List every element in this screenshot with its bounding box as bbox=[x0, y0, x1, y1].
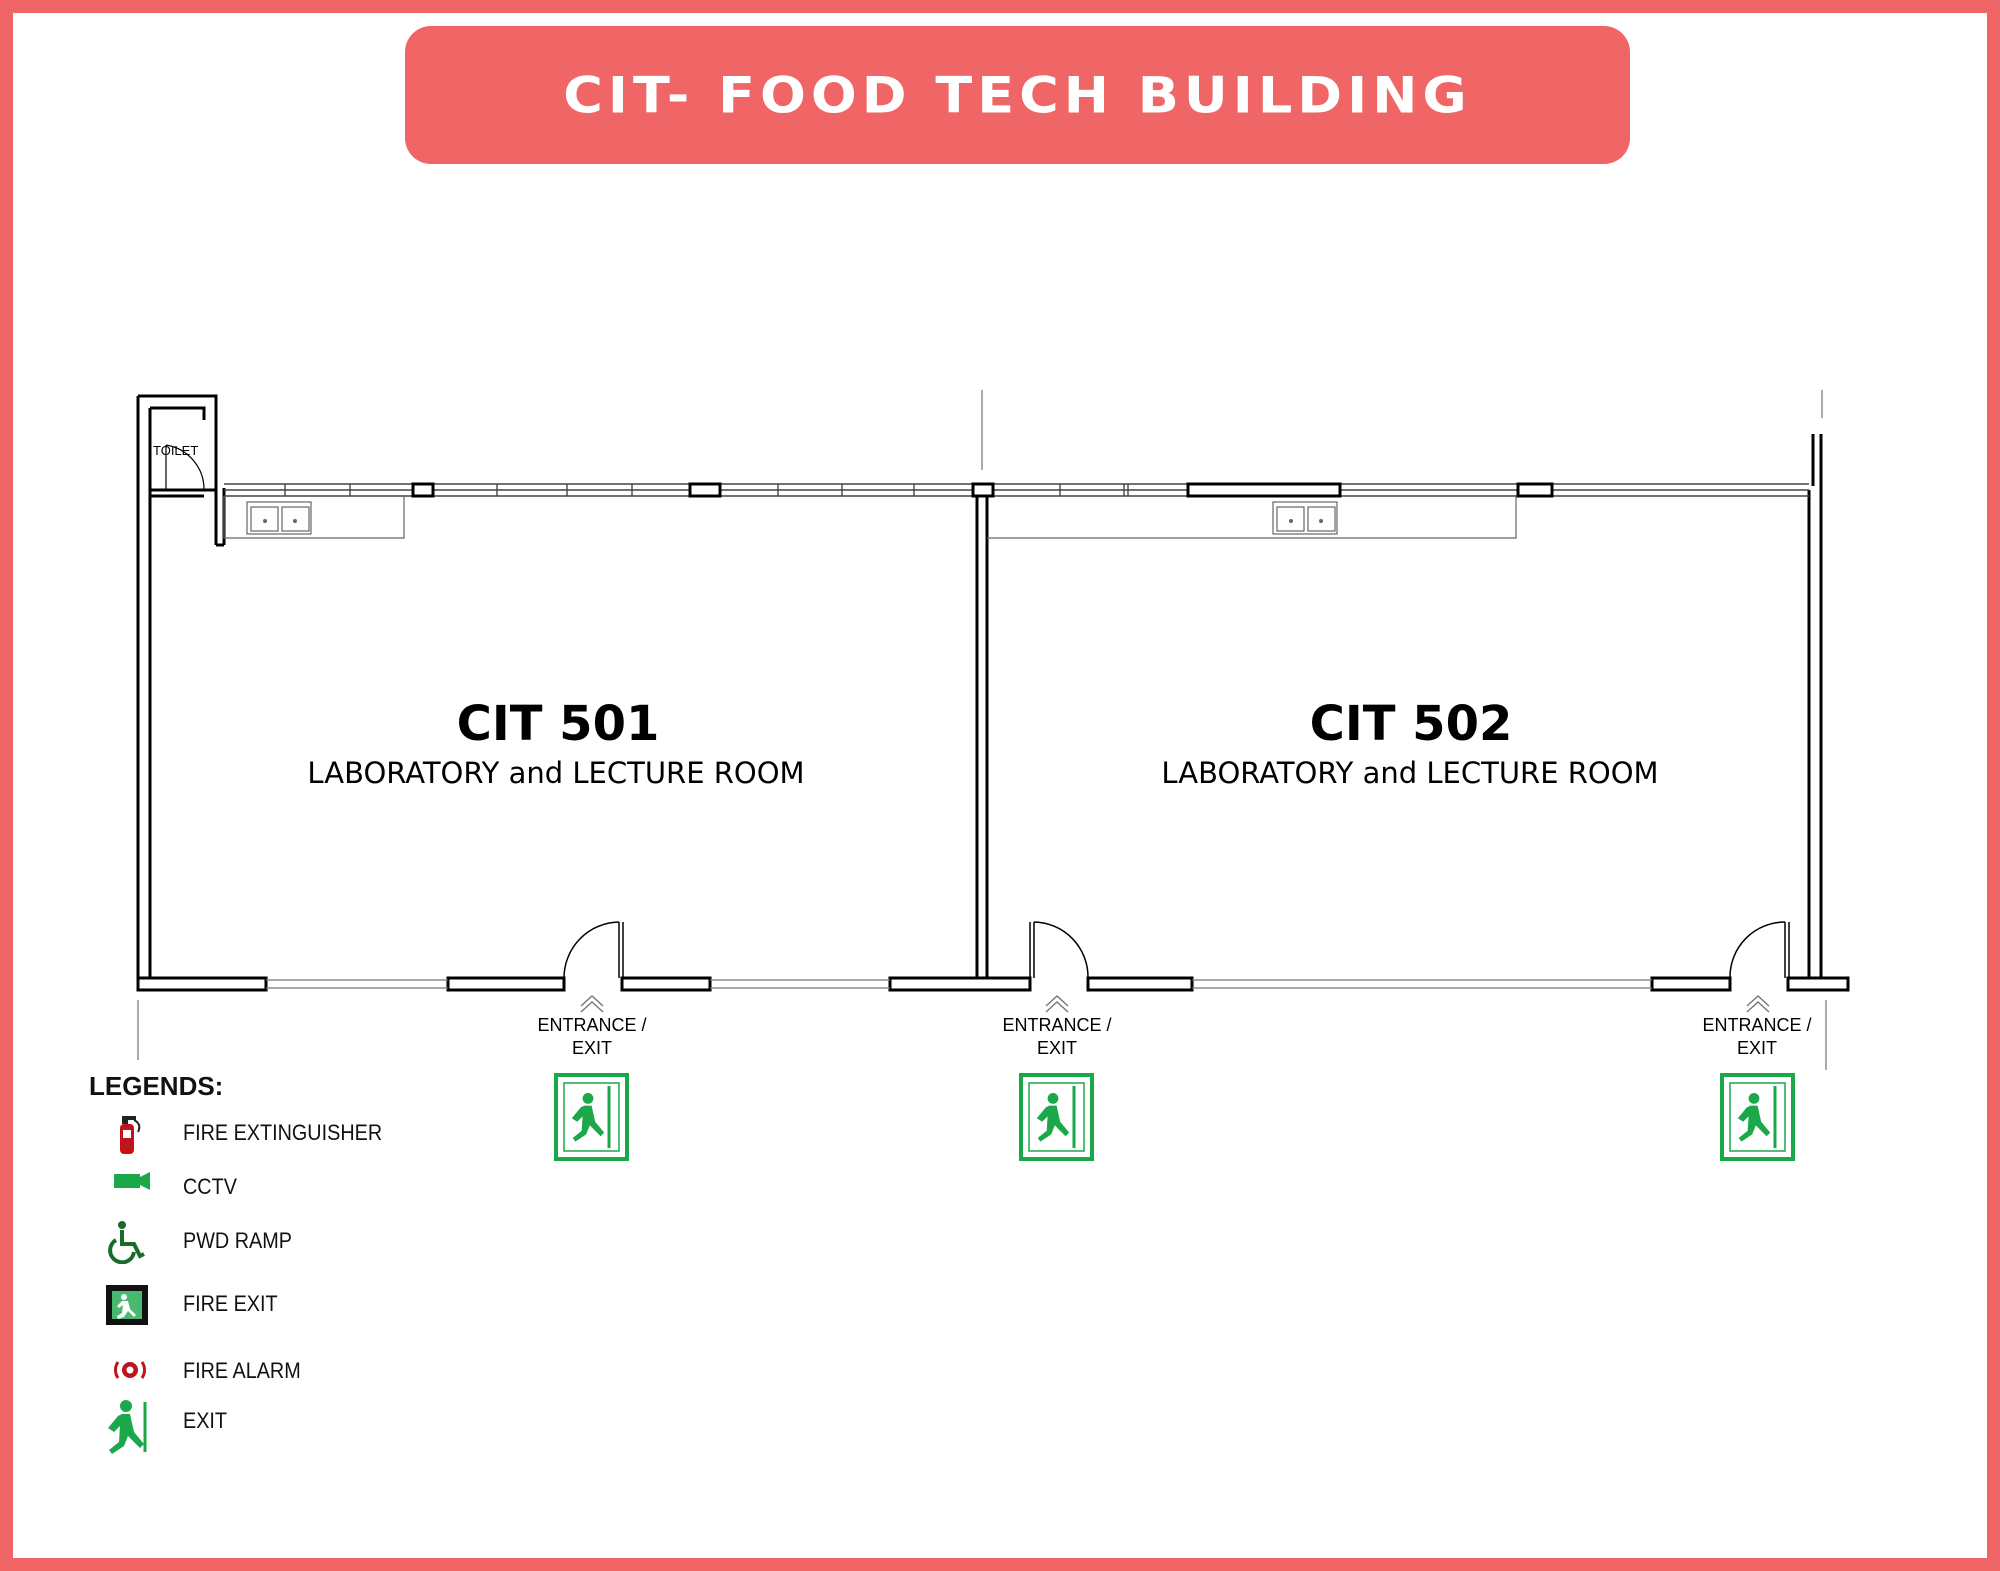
legend-label: CCTV bbox=[183, 1174, 237, 1199]
entrance-label: ENTRANCE / bbox=[537, 1015, 646, 1035]
exit-sign-icon bbox=[554, 1073, 629, 1161]
entrance-label: EXIT bbox=[1037, 1038, 1077, 1058]
legend-label: FIRE ALARM bbox=[183, 1358, 301, 1383]
page-title: CIT- FOOD TECH BUILDING bbox=[563, 66, 1472, 124]
entrance-label: EXIT bbox=[1737, 1038, 1777, 1058]
fire-extinguisher-icon bbox=[120, 1116, 141, 1154]
legend-item: FIRE EXIT bbox=[100, 1283, 420, 1325]
exit-sign-icon bbox=[1019, 1073, 1094, 1161]
fire-alarm-icon bbox=[113, 1361, 147, 1379]
bottom-windows bbox=[266, 979, 1652, 989]
title-banner: CIT- FOOD TECH BUILDING bbox=[405, 26, 1630, 164]
toilet-label: TOILET bbox=[153, 443, 198, 458]
legend-label: FIRE EXIT bbox=[183, 1291, 278, 1316]
room-description: LABORATORY and LECTURE ROOM bbox=[307, 756, 804, 790]
top-windows bbox=[224, 482, 1809, 498]
exit-sign-icon bbox=[1720, 1073, 1795, 1161]
legend-item: FIRE EXTINGUISHER bbox=[100, 1112, 420, 1154]
exit-icon bbox=[108, 1400, 147, 1454]
cctv-icon bbox=[114, 1172, 150, 1190]
counters bbox=[223, 496, 1517, 539]
legend-item: FIRE ALARM bbox=[100, 1350, 420, 1390]
sink-icon bbox=[263, 519, 1323, 523]
legend-item: EXIT bbox=[100, 1400, 420, 1454]
room-code: CIT 501 bbox=[457, 696, 660, 752]
legend-label: EXIT bbox=[183, 1408, 228, 1433]
toilet-door bbox=[165, 444, 205, 491]
legend-item: PWD RAMP bbox=[100, 1220, 420, 1264]
legend-title: LEGENDS: bbox=[89, 1071, 224, 1101]
fire-exit-icon bbox=[106, 1285, 148, 1325]
legend-item: CCTV bbox=[100, 1166, 420, 1206]
legend-label: PWD RAMP bbox=[183, 1228, 292, 1253]
entrance-label: EXIT bbox=[572, 1038, 612, 1058]
legend-label: FIRE EXTINGUISHER bbox=[183, 1120, 383, 1145]
wheelchair-icon bbox=[108, 1221, 145, 1264]
room-code: CIT 502 bbox=[1310, 696, 1513, 752]
doors bbox=[563, 921, 1790, 979]
room-description: LABORATORY and LECTURE ROOM bbox=[1161, 756, 1658, 790]
entrance-label: ENTRANCE / bbox=[1002, 1015, 1111, 1035]
entrance-label: ENTRANCE / bbox=[1702, 1015, 1811, 1035]
